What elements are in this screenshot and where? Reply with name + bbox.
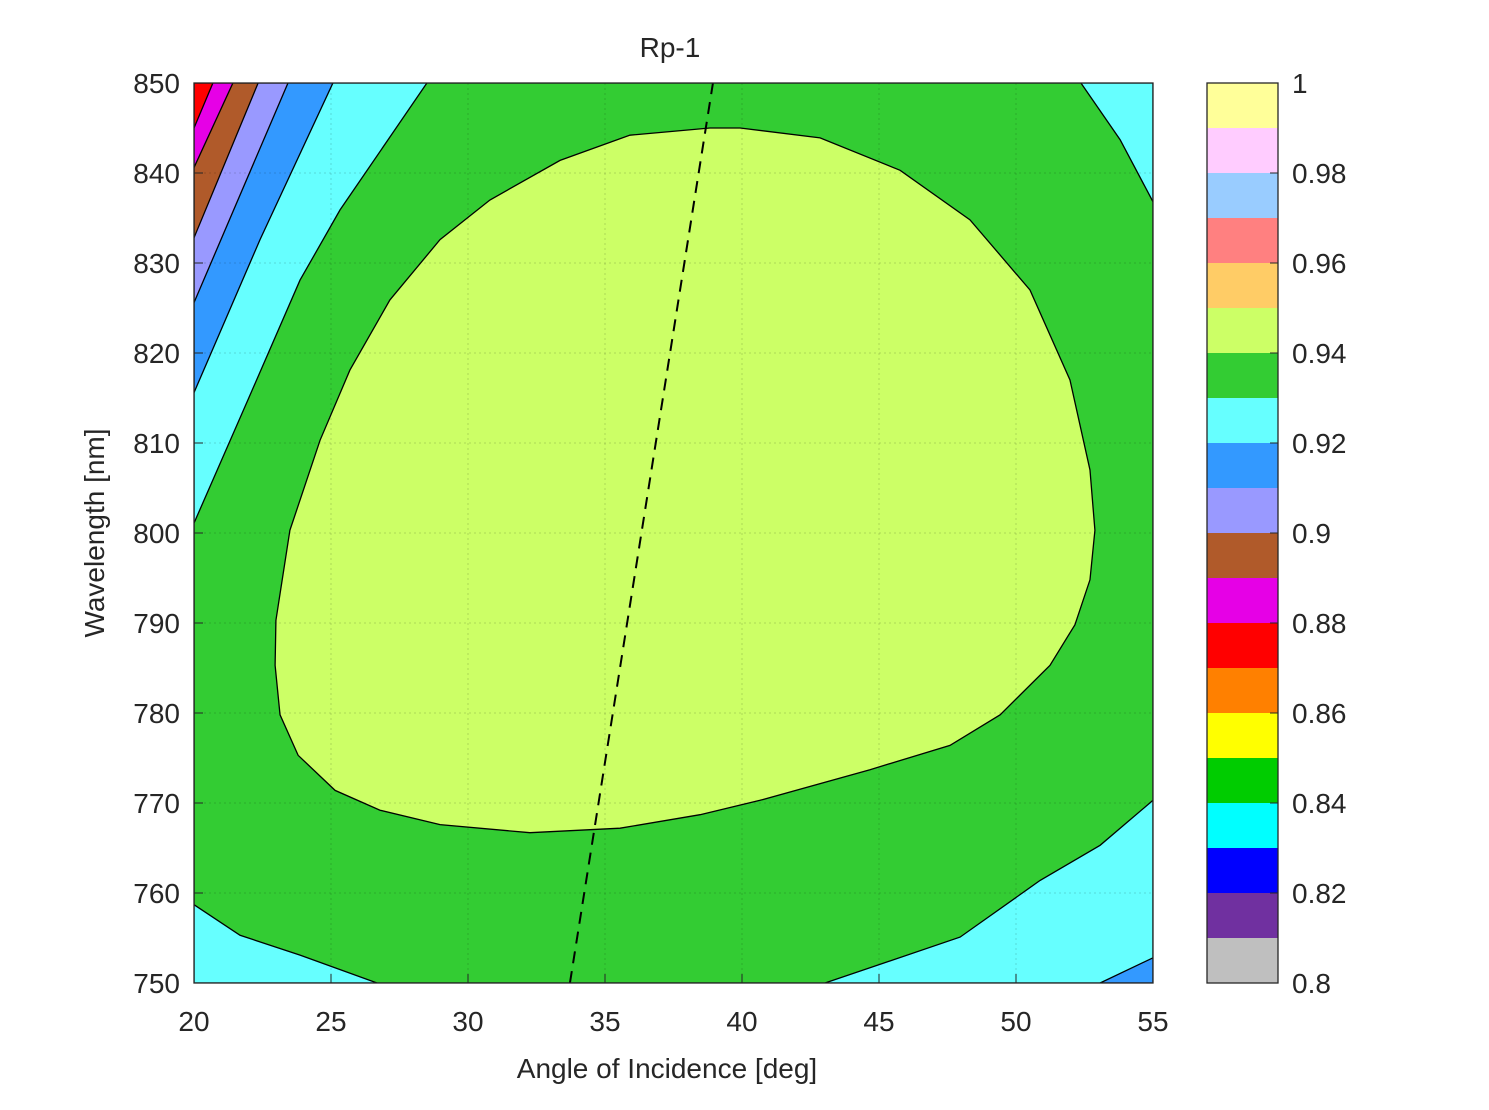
colorbar-swatch xyxy=(1207,578,1278,623)
contour-region xyxy=(274,127,1096,834)
x-tick-label: 55 xyxy=(1137,1006,1168,1037)
colorbar-swatch xyxy=(1207,803,1278,848)
x-tick-label: 25 xyxy=(315,1006,346,1037)
colorbar-swatch xyxy=(1207,398,1278,443)
colorbar-swatch xyxy=(1207,893,1278,938)
y-tick-label: 850 xyxy=(133,68,180,99)
colorbar-swatch xyxy=(1207,443,1278,488)
colorbar-swatch xyxy=(1207,758,1278,803)
x-tick-label: 30 xyxy=(452,1006,483,1037)
contour-region xyxy=(1099,957,1153,983)
y-tick-label: 830 xyxy=(133,248,180,279)
colorbar-swatch xyxy=(1207,623,1278,668)
colorbar-tick-label: 0.88 xyxy=(1292,608,1347,639)
colorbar-swatch xyxy=(1207,353,1278,398)
colorbar-swatch xyxy=(1207,173,1278,218)
colorbar-swatch xyxy=(1207,263,1278,308)
colorbar-swatch xyxy=(1207,308,1278,353)
colorbar-swatch xyxy=(1207,938,1278,983)
colorbar-tick-label: 0.82 xyxy=(1292,878,1347,909)
colorbar-swatch xyxy=(1207,848,1278,893)
y-axis-label: Wavelength [nm] xyxy=(79,428,110,637)
y-tick-label: 770 xyxy=(133,788,180,819)
x-tick-label: 20 xyxy=(178,1006,209,1037)
colorbar-tick-label: 0.98 xyxy=(1292,158,1347,189)
colorbar-swatch xyxy=(1207,128,1278,173)
y-tick-label: 820 xyxy=(133,338,180,369)
y-tick-label: 810 xyxy=(133,428,180,459)
y-tick-label: 760 xyxy=(133,878,180,909)
colorbar-tick-label: 0.92 xyxy=(1292,428,1347,459)
y-tick-label: 800 xyxy=(133,518,180,549)
colorbar-swatch xyxy=(1207,713,1278,758)
dashed-line xyxy=(568,83,714,983)
x-tick-label: 45 xyxy=(863,1006,894,1037)
plot-area xyxy=(194,83,1153,983)
x-tick-label: 35 xyxy=(589,1006,620,1037)
x-tick-label: 40 xyxy=(726,1006,757,1037)
colorbar-swatch xyxy=(1207,668,1278,713)
colorbar-tick-label: 0.94 xyxy=(1292,338,1347,369)
chart-title: Rp-1 xyxy=(640,32,701,63)
colorbar-tick-label: 1 xyxy=(1292,68,1308,99)
y-tick-label: 790 xyxy=(133,608,180,639)
colorbar-tick-label: 0.84 xyxy=(1292,788,1347,819)
x-tick-label: 50 xyxy=(1000,1006,1031,1037)
y-tick-label: 840 xyxy=(133,158,180,189)
colorbar-tick-label: 0.9 xyxy=(1292,518,1331,549)
colorbar-swatch xyxy=(1207,488,1278,533)
colorbar-tick-label: 0.8 xyxy=(1292,968,1331,999)
x-axis-label: Angle of Incidence [deg] xyxy=(517,1053,817,1084)
colorbar-tick-label: 0.96 xyxy=(1292,248,1347,279)
y-tick-label: 750 xyxy=(133,968,180,999)
contour-region xyxy=(194,83,214,129)
colorbar-swatch xyxy=(1207,533,1278,578)
colorbar-swatch xyxy=(1207,218,1278,263)
colorbar-tick-label: 0.86 xyxy=(1292,698,1347,729)
colorbar-swatch xyxy=(1207,83,1278,128)
y-tick-label: 780 xyxy=(133,698,180,729)
